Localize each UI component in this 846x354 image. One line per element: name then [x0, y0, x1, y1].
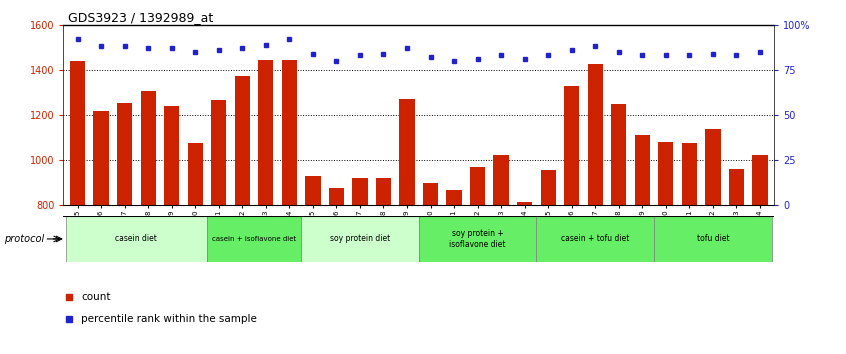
- Bar: [282, 60, 297, 205]
- Bar: [212, 101, 227, 205]
- Bar: [493, 155, 508, 205]
- Bar: [634, 135, 650, 205]
- Text: casein + tofu diet: casein + tofu diet: [561, 234, 629, 244]
- Bar: [419, 216, 536, 262]
- Bar: [352, 178, 368, 205]
- Text: soy protein diet: soy protein diet: [330, 234, 390, 244]
- Bar: [517, 202, 532, 205]
- Bar: [752, 155, 767, 205]
- Text: protocol: protocol: [4, 234, 45, 244]
- Text: count: count: [81, 292, 111, 302]
- Bar: [611, 104, 626, 205]
- Bar: [399, 99, 415, 205]
- Bar: [541, 170, 556, 205]
- Bar: [536, 216, 654, 262]
- Bar: [70, 61, 85, 205]
- Bar: [658, 142, 673, 205]
- Text: soy protein +
isoflavone diet: soy protein + isoflavone diet: [449, 229, 506, 249]
- Bar: [207, 216, 301, 262]
- Bar: [728, 169, 744, 205]
- Bar: [301, 216, 419, 262]
- Text: tofu diet: tofu diet: [696, 234, 729, 244]
- Bar: [305, 176, 321, 205]
- Bar: [117, 103, 132, 205]
- Text: percentile rank within the sample: percentile rank within the sample: [81, 314, 257, 324]
- Text: GDS3923 / 1392989_at: GDS3923 / 1392989_at: [68, 11, 213, 24]
- Bar: [588, 64, 603, 205]
- Bar: [258, 60, 273, 205]
- Bar: [329, 188, 344, 205]
- Bar: [706, 129, 721, 205]
- Bar: [188, 143, 203, 205]
- Bar: [423, 183, 438, 205]
- Bar: [682, 143, 697, 205]
- Text: casein + isoflavone diet: casein + isoflavone diet: [212, 236, 296, 242]
- Bar: [654, 216, 772, 262]
- Bar: [470, 167, 486, 205]
- Bar: [234, 75, 250, 205]
- Bar: [66, 216, 207, 262]
- Text: casein diet: casein diet: [115, 234, 157, 244]
- Bar: [447, 189, 462, 205]
- Bar: [376, 178, 391, 205]
- Bar: [140, 91, 156, 205]
- Bar: [164, 106, 179, 205]
- Bar: [564, 86, 580, 205]
- Bar: [93, 110, 109, 205]
